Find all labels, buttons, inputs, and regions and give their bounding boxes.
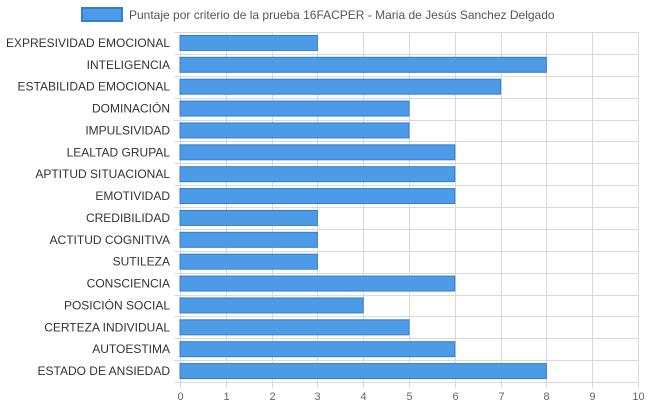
bar[interactable] (179, 319, 410, 336)
bar[interactable] (179, 78, 502, 95)
bar[interactable] (179, 144, 456, 161)
x-tick-label: 0 (177, 391, 183, 403)
category-label: CREDIBILIDAD (86, 211, 170, 225)
bar[interactable] (179, 209, 318, 226)
category-label: ESTADO DE ANSIEDAD (38, 364, 171, 378)
legend-swatch (81, 7, 123, 22)
x-tick-label: 3 (314, 391, 320, 403)
legend-label: Puntaje por criterio de la prueba 16FACP… (129, 8, 555, 22)
bar[interactable] (179, 231, 318, 248)
legend[interactable]: Puntaje por criterio de la prueba 16FACP… (81, 7, 555, 22)
x-tick-label: 8 (543, 391, 549, 403)
x-tick-label: 7 (498, 391, 504, 403)
bar[interactable] (179, 56, 547, 73)
x-tick-label: 4 (360, 391, 366, 403)
x-tick-label: 10 (632, 391, 644, 403)
category-label: EXPRESIVIDAD EMOCIONAL (6, 36, 170, 50)
x-tick-label: 2 (269, 391, 275, 403)
category-label: DOMINACIÓN (92, 101, 170, 116)
x-tick-label: 1 (223, 391, 229, 403)
x-axis-ticks: 0 1 2 3 4 5 6 7 8 9 10 (177, 391, 644, 403)
category-label: INTELIGENCIA (87, 58, 170, 72)
bar[interactable] (179, 275, 456, 292)
category-label: CERTEZA INDIVIDUAL (44, 320, 170, 334)
bar[interactable] (179, 297, 364, 314)
category-label: IMPULSIVIDAD (85, 123, 170, 137)
x-tick-label: 9 (589, 391, 595, 403)
bar[interactable] (179, 100, 410, 117)
bar[interactable] (179, 188, 456, 205)
category-label: APTITUD SITUACIONAL (35, 167, 170, 181)
bar[interactable] (179, 34, 318, 51)
bar[interactable] (179, 253, 318, 270)
category-label: AUTOESTIMA (92, 342, 170, 356)
category-label: ACTITUD COGNITIVA (50, 233, 170, 247)
bar[interactable] (179, 166, 456, 183)
bars (179, 34, 547, 380)
category-label: ESTABILIDAD EMOCIONAL (18, 80, 171, 94)
category-label: EMOTIVIDAD (95, 189, 170, 203)
category-label: LEALTAD GRUPAL (67, 145, 171, 159)
category-label: POSICIÓN SOCIAL (64, 297, 170, 312)
bar[interactable] (179, 122, 410, 139)
category-label: SUTILEZA (113, 255, 170, 269)
x-tick-label: 6 (452, 391, 458, 403)
category-label: CONSCIENCIA (87, 277, 170, 291)
bar[interactable] (179, 363, 547, 380)
bar[interactable] (179, 341, 456, 358)
x-tick-label: 5 (406, 391, 412, 403)
category-labels: EXPRESIVIDAD EMOCIONAL INTELIGENCIA ESTABI… (6, 36, 170, 378)
